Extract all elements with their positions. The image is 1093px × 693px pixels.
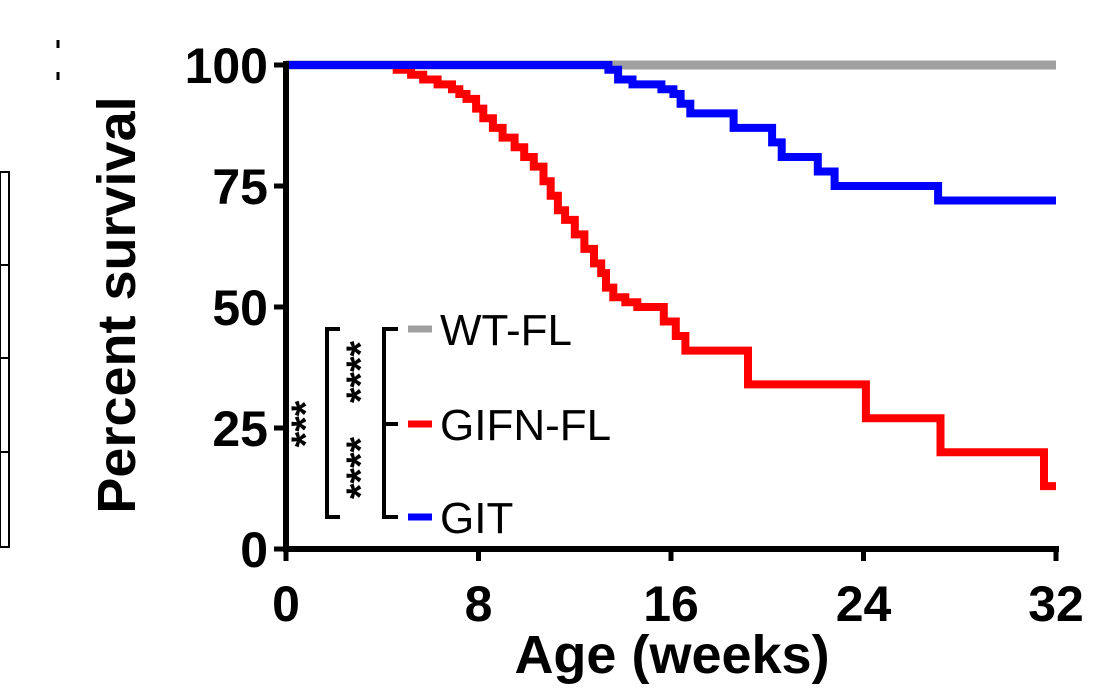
series-line-gifn-fl (286, 61, 1056, 491)
series-layer (286, 60, 1056, 491)
legend-label-git: GIT (440, 494, 513, 543)
significance-brackets: *********** (284, 327, 398, 519)
legend: WT-FL GIFN-FL GIT (408, 306, 611, 543)
tick-labels: 0 25 50 75 100 0 8 16 24 32 (185, 38, 1084, 632)
adjacent-panel-fragment (0, 40, 60, 548)
y-axis-title: Percent survival (87, 96, 147, 513)
sig-label-gifn-vs-git: **** (339, 436, 383, 499)
x-tick-label: 0 (272, 576, 300, 632)
legend-label-gifn-fl: GIFN-FL (440, 401, 611, 450)
y-tick-label: 25 (212, 401, 268, 457)
y-tick-label: 50 (212, 280, 268, 336)
bracket-outer (325, 327, 340, 519)
y-tick-label: 75 (212, 159, 268, 215)
y-tick-label: 0 (240, 522, 268, 578)
x-tick-label: 8 (465, 576, 493, 632)
legend-label-wt-fl: WT-FL (440, 306, 572, 355)
x-tick-label: 32 (1028, 576, 1084, 632)
x-tick-label: 24 (836, 576, 892, 632)
x-tick-label: 16 (643, 576, 699, 632)
series-line-git (286, 61, 1056, 205)
sig-label-wt-vs-gifn: **** (339, 340, 383, 403)
sig-label-wt-vs-git: *** (284, 400, 328, 447)
x-axis-title: Age (weeks) (514, 625, 829, 685)
axes (274, 61, 1059, 561)
y-tick-label: 100 (185, 38, 268, 94)
